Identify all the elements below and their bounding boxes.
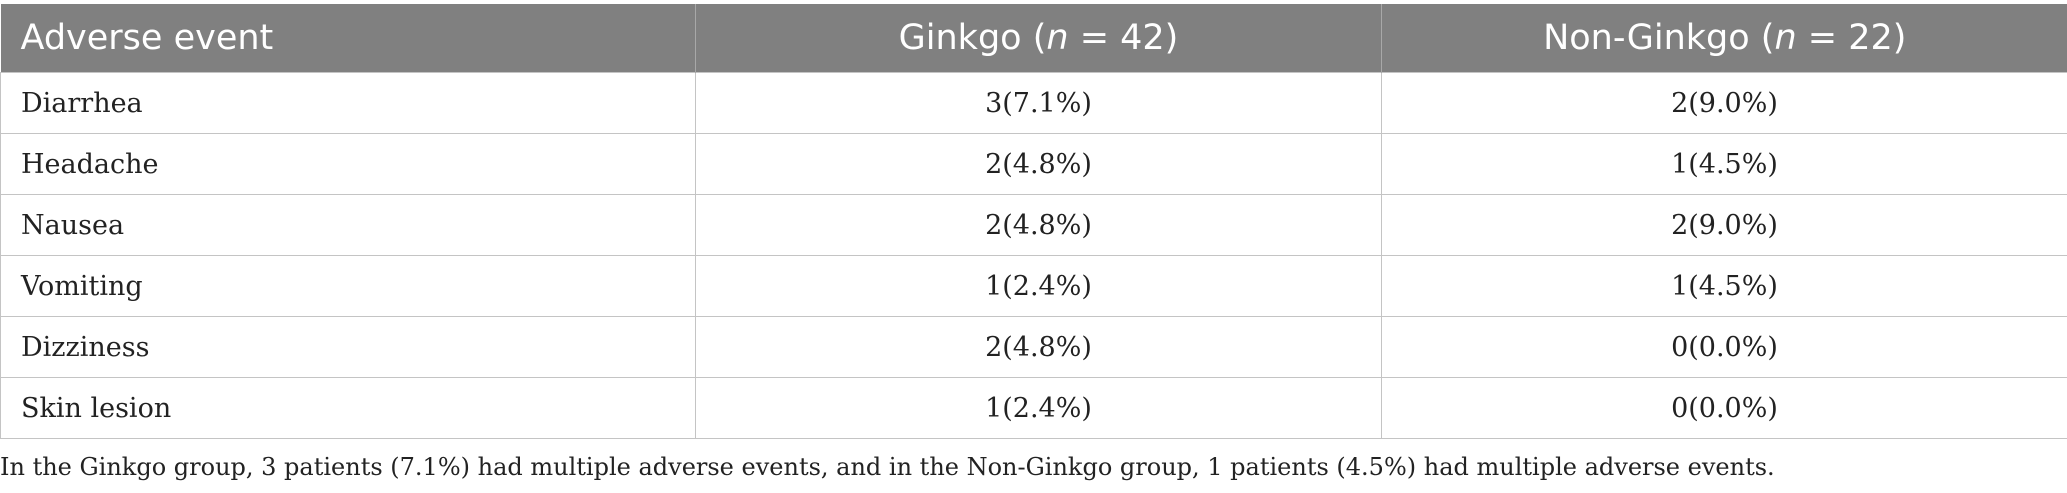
cell-ginkgo: 2(4.8%) bbox=[695, 316, 1382, 378]
cell-non-ginkgo: 0(0.0%) bbox=[1381, 377, 2067, 439]
header-non-ginkgo-prefix: Non-Ginkgo ( bbox=[1543, 18, 1775, 58]
cell-ginkgo: 1(2.4%) bbox=[695, 377, 1382, 439]
cell-ginkgo: 2(4.8%) bbox=[695, 194, 1382, 256]
cell-non-ginkgo: 2(9.0%) bbox=[1381, 72, 2067, 134]
table-row: Vomiting 1(2.4%) 1(4.5%) bbox=[0, 255, 2067, 317]
header-ginkgo-suffix: = 42) bbox=[1068, 18, 1179, 58]
table-body: Diarrhea 3(7.1%) 2(9.0%) Headache 2(4.8%… bbox=[0, 72, 2067, 439]
table-row: Nausea 2(4.8%) 2(9.0%) bbox=[0, 194, 2067, 256]
cell-event: Vomiting bbox=[0, 255, 696, 317]
cell-event: Diarrhea bbox=[0, 72, 696, 134]
header-row: Adverse event Ginkgo (n = 42) Non-Ginkgo… bbox=[0, 4, 2067, 73]
cell-non-ginkgo: 1(4.5%) bbox=[1381, 133, 2067, 195]
cell-ginkgo: 3(7.1%) bbox=[695, 72, 1382, 134]
header-ginkgo-n: n bbox=[1046, 18, 1069, 58]
header-adverse-event: Adverse event bbox=[0, 4, 696, 73]
table-row: Diarrhea 3(7.1%) 2(9.0%) bbox=[0, 72, 2067, 134]
cell-event: Nausea bbox=[0, 194, 696, 256]
header-non-ginkgo-n: n bbox=[1774, 18, 1797, 58]
cell-event: Dizziness bbox=[0, 316, 696, 378]
adverse-events-table-container: Adverse event Ginkgo (n = 42) Non-Ginkgo… bbox=[0, 4, 2067, 439]
cell-event: Skin lesion bbox=[0, 377, 696, 439]
header-non-ginkgo: Non-Ginkgo (n = 22) bbox=[1381, 4, 2067, 73]
table-row: Headache 2(4.8%) 1(4.5%) bbox=[0, 133, 2067, 195]
cell-event: Headache bbox=[0, 133, 696, 195]
cell-non-ginkgo: 2(9.0%) bbox=[1381, 194, 2067, 256]
table-row: Dizziness 2(4.8%) 0(0.0%) bbox=[0, 316, 2067, 378]
cell-non-ginkgo: 0(0.0%) bbox=[1381, 316, 2067, 378]
cell-ginkgo: 1(2.4%) bbox=[695, 255, 1382, 317]
table-row: Skin lesion 1(2.4%) 0(0.0%) bbox=[0, 377, 2067, 439]
table-header: Adverse event Ginkgo (n = 42) Non-Ginkgo… bbox=[0, 4, 2067, 73]
adverse-events-table: Adverse event Ginkgo (n = 42) Non-Ginkgo… bbox=[0, 4, 2067, 439]
header-ginkgo: Ginkgo (n = 42) bbox=[695, 4, 1382, 73]
cell-ginkgo: 2(4.8%) bbox=[695, 133, 1382, 195]
cell-non-ginkgo: 1(4.5%) bbox=[1381, 255, 2067, 317]
header-non-ginkgo-suffix: = 22) bbox=[1796, 18, 1907, 58]
header-ginkgo-prefix: Ginkgo ( bbox=[898, 18, 1047, 58]
table-footnote: In the Ginkgo group, 3 patients (7.1%) h… bbox=[0, 453, 1775, 481]
